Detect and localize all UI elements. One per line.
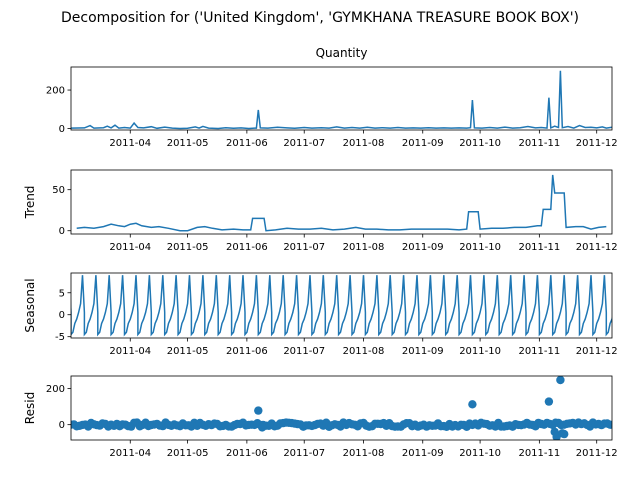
x-tick-label: 2011-05 <box>167 346 209 357</box>
resid-point <box>556 376 565 385</box>
x-tick-label: 2011-07 <box>283 242 325 253</box>
x-tick-label: 2011-04 <box>109 242 151 253</box>
resid-point <box>468 400 477 409</box>
y-axis-label: Trend <box>23 186 37 220</box>
x-tick-label: 2011-07 <box>283 138 325 149</box>
x-tick-label: 2011-04 <box>109 346 151 357</box>
x-tick-label: 2011-11 <box>518 242 560 253</box>
panel-frame <box>70 272 613 339</box>
x-tick-label: 2011-06 <box>226 448 268 459</box>
series-line-1 <box>76 174 607 232</box>
figure-suptitle: Decomposition for ('United Kingdom', 'GY… <box>61 10 579 26</box>
x-tick-label: 2011-09 <box>402 138 444 149</box>
x-tick-label: 2011-06 <box>226 242 268 253</box>
y-axis-label: Seasonal <box>23 278 37 332</box>
x-tick-label: 2011-08 <box>343 242 385 253</box>
x-tick-label: 2011-05 <box>167 242 209 253</box>
y-axis-label: Resid <box>23 392 37 424</box>
y-tick-label: 0 <box>59 420 65 431</box>
resid-point <box>605 420 612 429</box>
plot-area <box>71 275 612 337</box>
x-tick-label: 2011-11 <box>518 448 560 459</box>
x-tick-label: 2011-10 <box>459 138 501 149</box>
x-tick-label: 2011-08 <box>343 346 385 357</box>
y-tick-label: 0 <box>59 310 65 321</box>
x-tick-label: 2011-12 <box>576 138 618 149</box>
y-tick-label: -5 <box>55 332 65 343</box>
y-tick-label: 50 <box>52 185 65 196</box>
y-tick-label: 0 <box>59 124 65 135</box>
x-tick-label: 2011-12 <box>576 346 618 357</box>
x-tick-label: 2011-11 <box>518 138 560 149</box>
x-tick-label: 2011-09 <box>402 242 444 253</box>
x-tick-label: 2011-07 <box>283 346 325 357</box>
resid-point <box>560 429 569 439</box>
y-tick-label: 5 <box>59 288 65 299</box>
x-tick-label: 2011-10 <box>459 448 501 459</box>
plot-area <box>76 174 607 232</box>
resid-point <box>544 397 554 406</box>
panel-frame <box>70 169 613 235</box>
x-tick-label: 2011-05 <box>167 448 209 459</box>
x-tick-label: 2011-10 <box>459 346 501 357</box>
panel-4: Resid 0 200 2011-04 2011-05 2011-06 2011-07 201… <box>23 375 618 459</box>
x-tick-label: 2011-09 <box>402 346 444 357</box>
x-tick-label: 2011-05 <box>167 138 209 149</box>
x-tick-label: 2011-08 <box>343 138 385 149</box>
resid-point <box>254 406 263 415</box>
panel-title: Quantity <box>316 46 368 60</box>
x-tick-label: 2011-12 <box>576 448 618 459</box>
x-tick-label: 2011-04 <box>109 448 151 459</box>
x-tick-label: 2011-12 <box>576 242 618 253</box>
panel-3: Seasonal -5 0 5 2011-04 2011-05 2011-06 2011-07… <box>23 272 618 357</box>
plot-area <box>71 376 612 440</box>
x-tick-label: 2011-06 <box>226 346 268 357</box>
panel-frame <box>70 66 613 131</box>
x-tick-label: 2011-10 <box>459 242 501 253</box>
panel-1: Quantity 0 200 2011-04 2011-05 2011-06 2011-07… <box>46 46 618 149</box>
panel-frame <box>70 375 613 441</box>
y-tick-label: 200 <box>46 384 65 395</box>
panel-2: Trend 0 50 2011-04 2011-05 2011-06 2011-07 2011… <box>23 169 618 253</box>
y-tick-label: 0 <box>59 226 65 237</box>
x-tick-label: 2011-08 <box>343 448 385 459</box>
x-tick-label: 2011-06 <box>226 138 268 149</box>
plot-area <box>71 70 612 130</box>
x-tick-label: 2011-09 <box>402 448 444 459</box>
seasonal-line <box>71 275 612 337</box>
x-tick-label: 2011-11 <box>518 346 560 357</box>
series-line-1 <box>71 70 612 130</box>
x-tick-label: 2011-07 <box>283 448 325 459</box>
x-tick-label: 2011-04 <box>109 138 151 149</box>
resid-point <box>258 423 267 432</box>
y-tick-label: 200 <box>46 86 65 97</box>
